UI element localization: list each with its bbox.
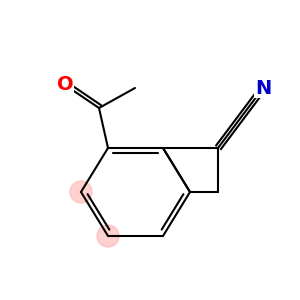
Text: O: O bbox=[57, 76, 73, 94]
Circle shape bbox=[97, 225, 119, 247]
Circle shape bbox=[70, 181, 92, 203]
Text: N: N bbox=[255, 79, 271, 98]
